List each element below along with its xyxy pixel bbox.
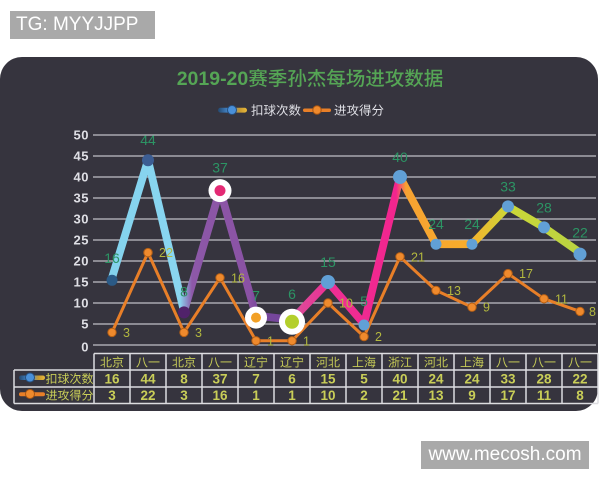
svg-text:13: 13	[428, 388, 444, 403]
svg-text:15: 15	[320, 372, 336, 387]
svg-text:20: 20	[74, 254, 89, 269]
svg-text:1: 1	[288, 388, 296, 403]
svg-text:2: 2	[375, 330, 382, 344]
svg-text:37: 37	[212, 372, 227, 387]
svg-text:28: 28	[536, 372, 552, 387]
svg-text:22: 22	[572, 225, 588, 241]
svg-text:44: 44	[140, 132, 156, 148]
svg-text:16: 16	[231, 271, 245, 285]
svg-text:1: 1	[252, 388, 260, 403]
svg-text:37: 37	[212, 160, 228, 176]
svg-text:15: 15	[320, 254, 336, 270]
svg-text:16: 16	[104, 372, 120, 387]
svg-text:30: 30	[74, 212, 89, 227]
svg-text:33: 33	[500, 178, 516, 194]
svg-text:33: 33	[500, 372, 516, 387]
svg-text:17: 17	[519, 267, 533, 281]
svg-text:5: 5	[360, 293, 368, 309]
svg-text:24: 24	[428, 216, 444, 232]
svg-text:2019-20: 2019-20	[177, 68, 249, 90]
svg-text:9: 9	[468, 388, 476, 403]
svg-text:8: 8	[589, 305, 596, 319]
svg-text:22: 22	[572, 372, 587, 387]
svg-text:5: 5	[81, 317, 89, 332]
svg-text:8: 8	[576, 388, 584, 403]
svg-text:22: 22	[140, 388, 155, 403]
svg-text:22: 22	[159, 246, 173, 260]
svg-text:9: 9	[483, 301, 490, 315]
svg-text:3: 3	[195, 326, 202, 340]
svg-text:45: 45	[74, 149, 89, 164]
svg-text:1: 1	[303, 334, 310, 348]
svg-text:2: 2	[360, 388, 368, 403]
svg-text:40: 40	[392, 149, 408, 165]
svg-text:24: 24	[464, 216, 480, 232]
svg-text:7: 7	[252, 372, 260, 387]
svg-text:11: 11	[537, 388, 552, 403]
svg-text:28: 28	[536, 199, 552, 215]
svg-text:6: 6	[288, 372, 296, 387]
svg-text:8: 8	[180, 283, 188, 299]
svg-text:0: 0	[81, 340, 89, 355]
svg-text:24: 24	[428, 372, 444, 387]
svg-text:24: 24	[464, 372, 480, 387]
svg-text:11: 11	[555, 292, 568, 306]
svg-text:15: 15	[74, 275, 89, 290]
svg-text:10: 10	[339, 297, 353, 311]
svg-text:21: 21	[411, 250, 425, 264]
svg-text:21: 21	[392, 388, 408, 403]
svg-text:40: 40	[74, 170, 89, 185]
svg-text:5: 5	[360, 372, 368, 387]
svg-text:1: 1	[267, 334, 274, 348]
svg-text:13: 13	[447, 284, 461, 298]
svg-text:17: 17	[500, 388, 515, 403]
svg-text:40: 40	[392, 372, 407, 387]
svg-text:8: 8	[180, 372, 188, 387]
svg-text:10: 10	[74, 296, 89, 311]
svg-text:3: 3	[108, 388, 116, 403]
svg-text:3: 3	[180, 388, 188, 403]
svg-text:6: 6	[288, 286, 296, 302]
svg-text:3: 3	[123, 326, 130, 340]
svg-text:25: 25	[74, 233, 89, 248]
svg-text:10: 10	[320, 388, 335, 403]
svg-text:35: 35	[74, 191, 89, 206]
svg-text:16: 16	[212, 388, 228, 403]
svg-text:44: 44	[140, 372, 156, 387]
svg-text:50: 50	[74, 128, 89, 143]
svg-text:7: 7	[252, 288, 260, 304]
svg-text:16: 16	[104, 250, 120, 266]
